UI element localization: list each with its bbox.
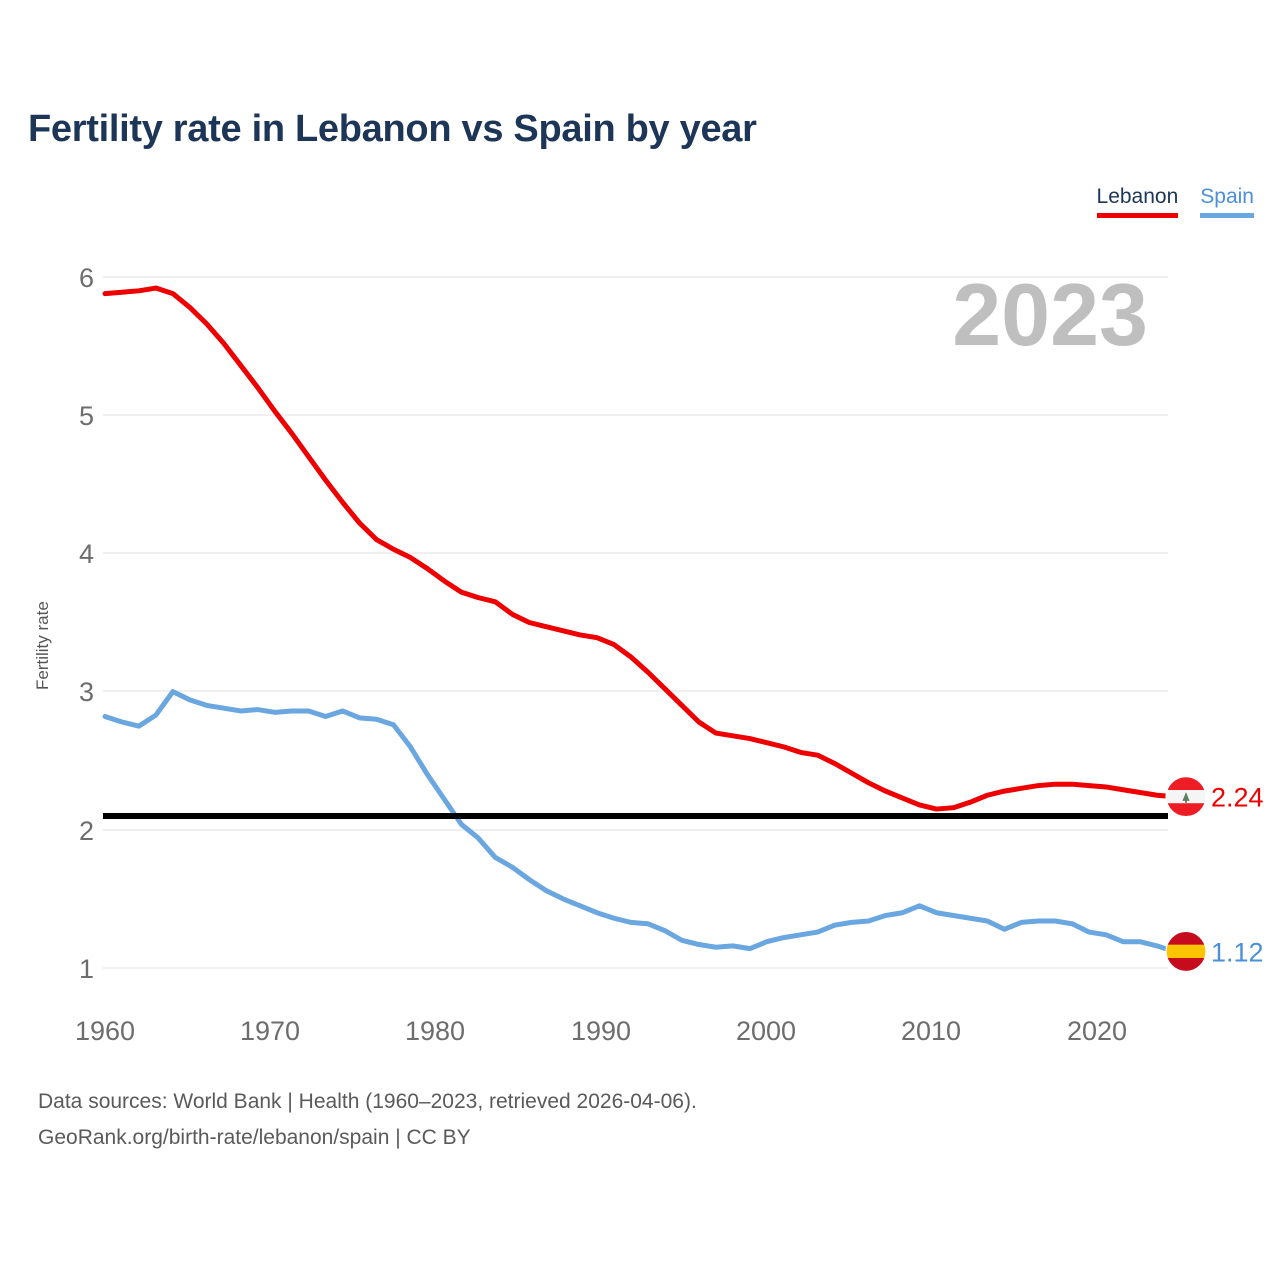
footer-data-sources: Data sources: World Bank | Health (1960–… [38, 1090, 697, 1113]
spain-end-value: 1.12 [1211, 937, 1264, 967]
footer-attribution: GeoRank.org/birth-rate/lebanon/spain | C… [38, 1126, 471, 1149]
series-line-lebanon [102, 285, 1170, 812]
lebanon-flag-icon [1165, 776, 1207, 818]
legend-item-lebanon[interactable]: Lebanon [1096, 184, 1179, 218]
x-tick-2020: 2020 [1067, 1016, 1127, 1046]
page-title: Fertility rate in Lebanon vs Spain by ye… [28, 108, 757, 150]
series-group [102, 285, 1170, 953]
chart-footer: Data sources: World Bank | Health (1960–… [38, 1084, 697, 1156]
x-axis-ticks: 1960 1970 1980 1990 2000 2010 2020 [75, 1016, 1127, 1046]
x-tick-1990: 1990 [571, 1016, 631, 1046]
y-tick-2: 2 [79, 816, 94, 846]
gridlines [103, 276, 1168, 969]
x-tick-2000: 2000 [736, 1016, 796, 1046]
lebanon-end-value: 2.24 [1211, 783, 1264, 813]
x-tick-1970: 1970 [240, 1016, 300, 1046]
x-tick-1960: 1960 [75, 1016, 135, 1046]
y-tick-5: 5 [79, 401, 94, 431]
x-tick-1980: 1980 [405, 1016, 465, 1046]
y-axis-title: Fertility rate [33, 601, 52, 690]
year-watermark: 2023 [952, 265, 1148, 364]
series-line-spain [102, 689, 1170, 953]
y-tick-1: 1 [79, 954, 94, 984]
y-axis-ticks: 6 5 4 3 2 1 [79, 263, 94, 984]
legend-item-spain[interactable]: Spain [1200, 184, 1254, 218]
y-tick-3: 3 [79, 677, 94, 707]
spain-flag-icon [1165, 930, 1207, 973]
chart-legend: Lebanon Spain [1096, 184, 1254, 218]
y-tick-4: 4 [79, 539, 94, 569]
x-tick-2010: 2010 [901, 1016, 961, 1046]
y-tick-6: 6 [79, 263, 94, 293]
